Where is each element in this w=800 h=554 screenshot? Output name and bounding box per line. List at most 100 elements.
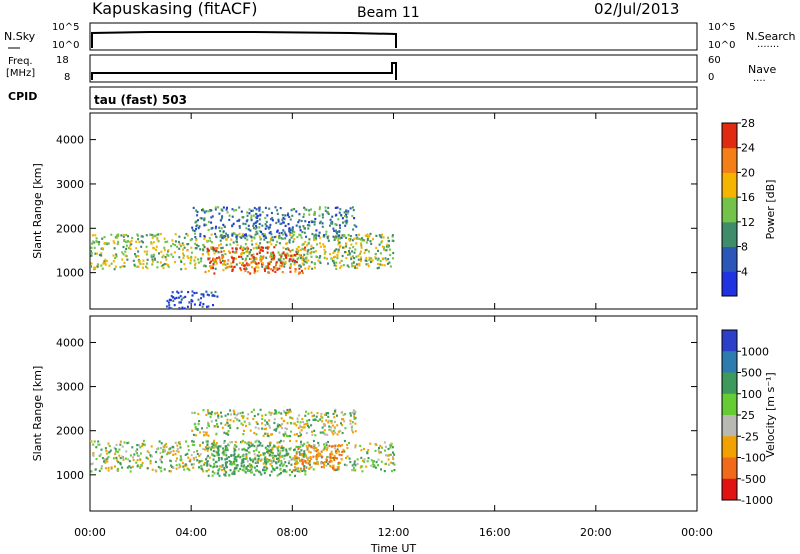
velocity-echo-cell bbox=[260, 473, 263, 476]
power-echo-cell bbox=[253, 236, 256, 239]
velocity-echo-cell bbox=[182, 465, 185, 468]
power-echo-cell bbox=[299, 226, 301, 229]
power-echo-cell bbox=[206, 305, 208, 308]
power-echo-cell bbox=[359, 252, 362, 255]
velocity-echo-cell bbox=[198, 466, 200, 469]
power-echo-cell bbox=[314, 217, 317, 221]
velocity-echo-cell bbox=[123, 441, 126, 444]
velocity-echo-cell bbox=[243, 447, 246, 450]
power-echo-cell bbox=[168, 306, 171, 309]
power-echo-cell bbox=[105, 260, 108, 263]
velocity-echo-cell bbox=[217, 456, 220, 459]
power-echo-cell bbox=[248, 252, 251, 255]
velocity-echo-cell bbox=[333, 458, 336, 462]
velocity-echo-cell bbox=[230, 454, 233, 457]
power-echo-cell bbox=[145, 265, 147, 268]
velocity-echo-cell bbox=[235, 414, 238, 417]
power-echo-cell bbox=[283, 265, 286, 268]
velocity-echo-cell bbox=[305, 456, 308, 459]
power-echo-cell bbox=[314, 233, 317, 236]
velocity-echo-cell bbox=[275, 462, 278, 465]
velocity-echo-cell bbox=[200, 459, 203, 463]
velocity-echo-cell bbox=[316, 455, 319, 458]
velocity-echo-cell bbox=[163, 468, 166, 471]
power-echo-cell bbox=[370, 242, 373, 245]
velocity-echo-cell bbox=[220, 458, 223, 461]
velocity-echo-cell bbox=[165, 442, 168, 446]
freq-left-tick-bottom: 8 bbox=[64, 72, 70, 83]
power-echo-cell bbox=[350, 256, 353, 259]
velocity-echo-cell bbox=[146, 467, 149, 470]
power-echo-cell bbox=[137, 250, 140, 253]
velocity-echo-cell bbox=[193, 411, 196, 414]
velocity-echo-cell bbox=[212, 444, 215, 447]
velocity-echo-cell bbox=[257, 413, 260, 416]
velocity-echo-cell bbox=[301, 462, 304, 465]
power-echo-cell bbox=[140, 245, 143, 248]
power-echo-cell bbox=[219, 235, 222, 238]
velocity-echo-cell bbox=[354, 444, 357, 447]
velocity-echo-cell bbox=[149, 454, 152, 457]
velocity-echo-cell bbox=[252, 458, 255, 461]
velocity-echo-cell bbox=[306, 441, 309, 444]
power-echo-cell bbox=[162, 266, 165, 269]
velocity-echo-cell bbox=[259, 459, 262, 462]
velocity-echo-cell bbox=[321, 426, 324, 429]
power-echo-cell bbox=[228, 214, 231, 217]
velocity-echo-cell bbox=[197, 422, 200, 426]
power-echo-cell bbox=[98, 253, 101, 257]
frequency-panel: Freq. [MHz] 18 8 60 0 Nave ···· bbox=[6, 54, 776, 87]
power-echo-cell bbox=[351, 214, 354, 218]
velocity-echo-cell bbox=[327, 462, 330, 466]
power-echo-cell bbox=[213, 258, 216, 261]
velocity-echo-cell bbox=[312, 443, 315, 447]
velocity-echo-cell bbox=[301, 461, 304, 464]
power-echo-cell bbox=[360, 246, 363, 249]
power-echo-cell bbox=[285, 256, 288, 259]
velocity-echo-cell bbox=[360, 449, 363, 452]
power-echo-cell bbox=[279, 256, 282, 259]
power-echo-cell bbox=[243, 252, 245, 255]
power-echo-cell bbox=[323, 234, 325, 237]
power-echo-cell bbox=[112, 260, 115, 263]
power-echo-cell bbox=[300, 254, 302, 257]
power-echo-cell bbox=[149, 233, 152, 236]
power-echo-cell bbox=[137, 255, 140, 258]
power-echo-cell bbox=[289, 218, 292, 221]
velocity-echo-cell bbox=[313, 429, 316, 432]
power-echo-cell bbox=[212, 259, 215, 262]
power-echo-cell bbox=[372, 238, 374, 241]
power-echo-cell bbox=[308, 224, 311, 227]
power-echo-cell bbox=[261, 224, 264, 227]
velocity-echo-cell bbox=[312, 446, 315, 449]
power-echo-cell bbox=[281, 271, 284, 274]
velocity-echo-cell bbox=[278, 459, 280, 462]
power-echo-cell bbox=[266, 247, 269, 250]
power-echo-cell bbox=[318, 236, 321, 239]
velocity-echo-cell bbox=[280, 446, 283, 449]
velocity-echo-cell bbox=[201, 441, 204, 444]
power-echo-cell bbox=[202, 253, 204, 256]
power-echo-cell bbox=[371, 259, 374, 262]
power-echo-cell bbox=[257, 262, 260, 265]
velocity-echo-cell bbox=[295, 452, 298, 455]
power-echo-cell bbox=[313, 236, 315, 239]
power-echo-cell bbox=[199, 217, 202, 220]
power-echo-cell bbox=[137, 265, 140, 268]
power-echo-cell bbox=[151, 263, 154, 266]
velocity-echo-cell bbox=[216, 423, 218, 426]
power-echo-cell bbox=[146, 267, 149, 270]
velocity-echo-cell bbox=[352, 431, 354, 434]
power-echo-cell bbox=[225, 232, 228, 235]
velocity-echo-cell bbox=[229, 409, 232, 412]
power-echo-cell bbox=[231, 247, 234, 250]
power-echo-cell bbox=[183, 263, 186, 266]
power-echo-cell bbox=[208, 249, 210, 252]
velocity-echo-cell bbox=[363, 447, 365, 451]
velocity-echo-cell bbox=[359, 466, 362, 469]
power-echo-cell bbox=[195, 291, 198, 294]
velocity-echo-cell bbox=[233, 462, 236, 466]
power-echo-cell bbox=[122, 234, 125, 237]
velocity-echo-cell bbox=[250, 441, 253, 444]
